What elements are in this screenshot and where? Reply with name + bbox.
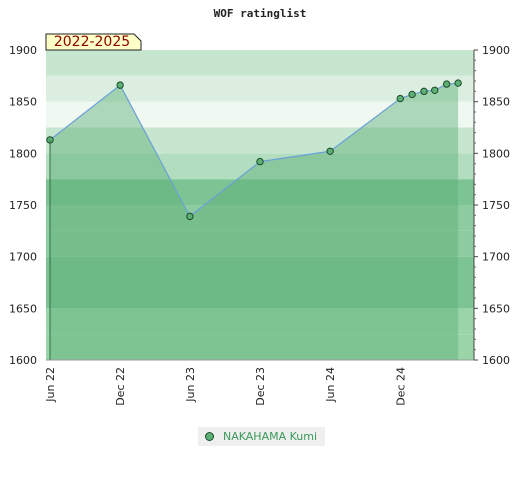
x-tick-label: Jun 23 xyxy=(184,367,197,403)
data-point xyxy=(326,147,334,155)
y-tick-label-left: 1850 xyxy=(9,96,37,109)
period-badge: 2022-2025 xyxy=(45,33,142,51)
data-point xyxy=(116,81,124,89)
x-tick-label: Dec 24 xyxy=(394,367,407,406)
y-tick-label-right: 1800 xyxy=(482,147,510,160)
band xyxy=(46,179,474,205)
data-point xyxy=(396,94,404,103)
x-tick-label: Jun 22 xyxy=(44,367,57,403)
y-tick-label-left: 1900 xyxy=(9,44,37,57)
band xyxy=(46,127,474,154)
band xyxy=(46,256,474,283)
band xyxy=(46,308,474,335)
y-tick-label-left: 1750 xyxy=(9,199,37,212)
band xyxy=(46,334,474,360)
band xyxy=(46,101,474,128)
y-tick-label-left: 1700 xyxy=(9,251,37,264)
y-tick-label-right: 1700 xyxy=(482,251,510,264)
y-tick-label-left: 1650 xyxy=(9,302,37,315)
band xyxy=(46,282,474,309)
series-area xyxy=(50,83,459,361)
band xyxy=(46,153,474,180)
x-tick-label: Jun 24 xyxy=(324,367,337,403)
y-tick-label-left: 1800 xyxy=(9,147,37,160)
band xyxy=(46,230,474,257)
y-tick-label-left: 1600 xyxy=(9,354,37,367)
legend-marker-icon xyxy=(205,432,214,441)
chart-title: WOF ratinglist xyxy=(214,7,307,20)
data-point xyxy=(454,79,462,87)
y-tick-label-right: 1650 xyxy=(482,302,510,315)
period-badge-text: 2022-2025 xyxy=(54,34,130,50)
data-point xyxy=(256,157,264,166)
data-point xyxy=(408,90,416,99)
legend: NAKAHAMA Kumi xyxy=(198,427,325,446)
y-tick-label-right: 1750 xyxy=(482,199,510,212)
band xyxy=(46,50,474,76)
y-ticks-left: 1600 1650 1700 1750 1800 1850 1900 xyxy=(9,44,37,367)
y-tick-label-right: 1900 xyxy=(482,44,510,57)
x-ticks: Jun 22 Dec 22 Jun 23 Dec 23 Jun 24 Dec 24 xyxy=(44,367,407,406)
y-ticks-right: 1600 1650 1700 1750 1800 1850 1900 xyxy=(474,44,510,367)
x-tick-label: Dec 22 xyxy=(114,367,127,406)
data-point xyxy=(431,86,439,95)
data-point xyxy=(442,80,451,88)
series-points xyxy=(46,79,462,360)
y-tick-label-right: 1850 xyxy=(482,96,510,109)
y-tick-label-right: 1600 xyxy=(482,354,510,367)
x-tick-label: Dec 23 xyxy=(254,367,267,406)
data-point xyxy=(420,87,428,96)
band xyxy=(46,205,474,231)
data-point xyxy=(186,212,194,221)
background-bands xyxy=(46,50,474,360)
legend-series-name: NAKAHAMA Kumi xyxy=(223,430,318,443)
